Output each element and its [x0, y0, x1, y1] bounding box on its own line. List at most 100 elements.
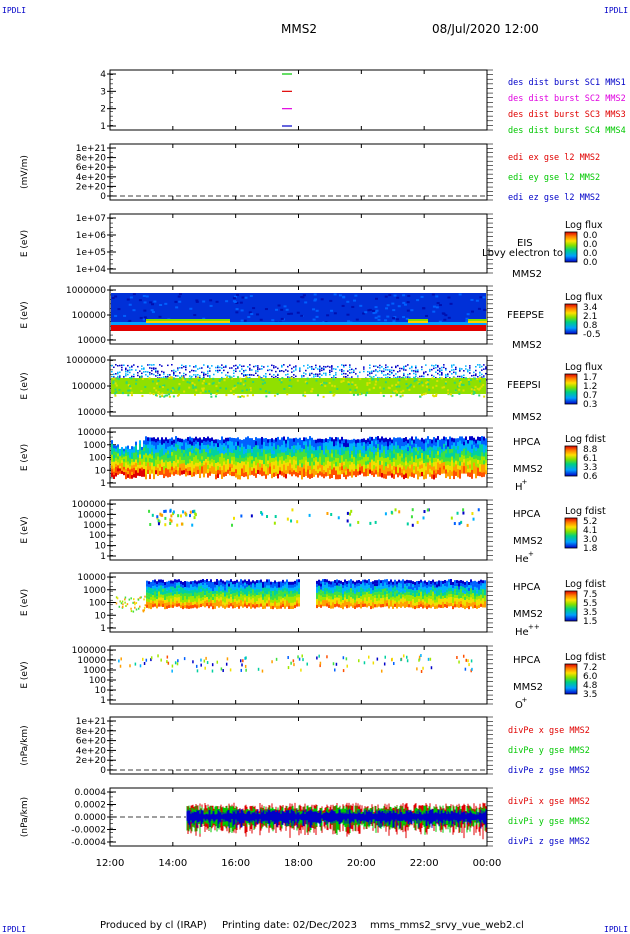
spectrogram-cell-hpca-he2 [444, 600, 446, 605]
spectrogram-cell-hpca-he2 [434, 581, 436, 585]
spectrogram-cell-hpca-he2 [182, 590, 184, 595]
spectrogram-cell-hpca-h [165, 471, 167, 477]
spectrogram-cell-hpca-h [193, 438, 195, 443]
spectrogram-cell-hpca-h [321, 465, 323, 470]
spectrogram-cell-hpca-he2 [254, 602, 256, 606]
spectrogram-cell-hpca-h [479, 437, 481, 442]
spectrogram-cell-feepsi [171, 389, 174, 392]
spectrogram-cell-hpca-he2 [446, 592, 448, 596]
spectrogram-cell-feepsi [462, 383, 465, 386]
spectrogram-cell-feepsi [353, 369, 355, 371]
spectrogram-cell-hpca-h [133, 461, 135, 466]
spectrogram-cell-hpca-he2 [178, 597, 180, 601]
spectrogram-cell-feepsi [436, 380, 439, 383]
spectrogram-cell-hpca-he2 [424, 598, 426, 602]
spectrogram-cell-hpca-h [179, 460, 181, 465]
spectrogram-cell-hpca-h [403, 450, 405, 455]
spectrogram-cell-feepsi [141, 375, 143, 377]
spectrogram-cell-hpca-he2 [200, 588, 202, 593]
spectrogram-cell-hpca-h [127, 467, 129, 472]
spectrogram-cell-feepsi [451, 394, 454, 397]
spectrogram-cell-hpca-h [373, 472, 375, 477]
spectrogram-cell-feepsi [447, 392, 450, 395]
spectrogram-cell-hpca-he2 [266, 600, 268, 604]
spectrogram-cell-hpca-h [145, 466, 147, 471]
spectrogram-cell-hpca-he2 [206, 588, 208, 592]
spectrogram-cell-feepsi [387, 376, 389, 378]
spectrogram-cell-feepsi [185, 366, 187, 369]
ytick-label-divpi: 0.0002 [75, 801, 107, 811]
spectrogram-cell-hpca-h [281, 448, 283, 453]
spectrogram-cell-hpca-he2 [156, 605, 158, 609]
spectrogram-cell-hpca-he2 [414, 581, 416, 586]
spectrogram-cell-hpca-he2 [258, 583, 260, 587]
spectrogram-cell-hpca-he1 [156, 515, 159, 519]
spectrogram-cell-hpca-h [409, 472, 411, 477]
spectrogram-cell-hpca-h [471, 453, 473, 458]
spectrogram-cell-feepsi [333, 368, 335, 370]
spectrogram-cell-feepsi [409, 373, 411, 375]
spectrogram-cell-hpca-he2 [352, 580, 354, 584]
spectrogram-cell-hpca-h [371, 444, 373, 449]
spectrogram-cell-feepsi [389, 370, 391, 373]
spectrogram-cell-hpca-he2 [218, 586, 220, 590]
spectrogram-cell-hpca-h [215, 459, 217, 464]
spectrogram-cell-hpca-h [255, 453, 257, 458]
spectrogram-cell-hpca-h [125, 475, 127, 480]
spectrogram-cell-hpca-h [379, 446, 381, 451]
spectrogram-cell-hpca-h [419, 446, 421, 452]
spectrogram-cell-hpca-h [327, 457, 329, 462]
spectrogram-cell-hpca-h [307, 469, 309, 474]
spectrogram-cell-hpca-h [247, 444, 249, 450]
spectrogram-cell-hpca-he2 [418, 586, 420, 591]
spectrogram-cell-hpca-h [467, 472, 469, 477]
spectrogram-cell-feepsi [203, 373, 205, 375]
spectrogram-cell-hpca-h [179, 453, 181, 458]
spectrogram-cell-hpca-he2 [422, 584, 424, 588]
spectrogram-cell-hpca-he2 [270, 593, 272, 597]
spectrogram-cell-hpca-he2 [444, 594, 446, 599]
spectrogram-cell-hpca-he2 [430, 584, 432, 588]
spectrogram-cell-hpca-he2 [360, 581, 362, 585]
spectrogram-cell-feepsi [363, 368, 365, 370]
spectrogram-cell-feepsi [209, 376, 211, 378]
spectrogram-cell-hpca-he2 [152, 586, 154, 590]
spectrogram-cell-hpca-he2 [174, 579, 176, 583]
spectrogram-cell-hpca-h [119, 451, 121, 455]
spectrogram-cell-hpca-he2 [392, 581, 394, 585]
ytick-label-eis: 1e+07 [76, 214, 106, 224]
spectrogram-cell-hpca-he2 [182, 587, 184, 592]
spectrogram-cell-hpca-h [219, 467, 221, 472]
spectrogram-cell-hpca-h [113, 451, 115, 456]
spectrogram-cell-hpca-he2 [230, 585, 232, 589]
spectrogram-cell-hpca-h [463, 441, 465, 446]
spectrogram-cell-hpca-he2 [368, 582, 370, 586]
ytick-label-hpca_h: 1000 [83, 441, 106, 451]
spectrogram-cell-hpca-h [241, 454, 243, 459]
spectrogram-cell-feepsi [462, 389, 465, 392]
spectrogram-cell-feepsi [197, 368, 199, 370]
spectrogram-cell-hpca-h [157, 464, 159, 469]
spectrogram-cell-feepsi [165, 377, 168, 380]
spectrogram-cell-feepsi [148, 377, 151, 380]
spectrogram-cell-hpca-h [399, 448, 401, 453]
spectrogram-cell-feepsi [188, 377, 191, 380]
spectrogram-cell-feepsi [405, 382, 408, 385]
ytick-label-hpca_h: 10 [95, 466, 107, 476]
spectrogram-cell-hpca-he2 [436, 590, 438, 594]
spectrogram-cell-hpca-h [417, 462, 419, 468]
spectrogram-cell-hpca-he2 [164, 590, 166, 595]
spectrogram-cell-hpca-he2 [320, 583, 322, 587]
spectrogram-cell-hpca-he2 [342, 581, 344, 586]
spectrogram-cell-hpca-he2 [404, 598, 406, 602]
spectrogram-cell-hpca-he2 [262, 599, 264, 603]
spectrogram-cell-hpca-h [481, 448, 483, 453]
spectrogram-cell-hpca-he2 [326, 585, 328, 589]
spectrogram-cell-hpca-h [167, 450, 169, 455]
spectrogram-cell-hpca-he2 [158, 579, 160, 583]
spectrogram-cell-hpca-h [197, 438, 199, 443]
spectrogram-cell-hpca-he2 [426, 596, 428, 601]
spectrogram-cell-hpca-he2 [338, 598, 340, 602]
spectrogram-cell-hpca-h [129, 454, 131, 459]
spectrogram-cell-hpca-he2 [234, 580, 236, 585]
